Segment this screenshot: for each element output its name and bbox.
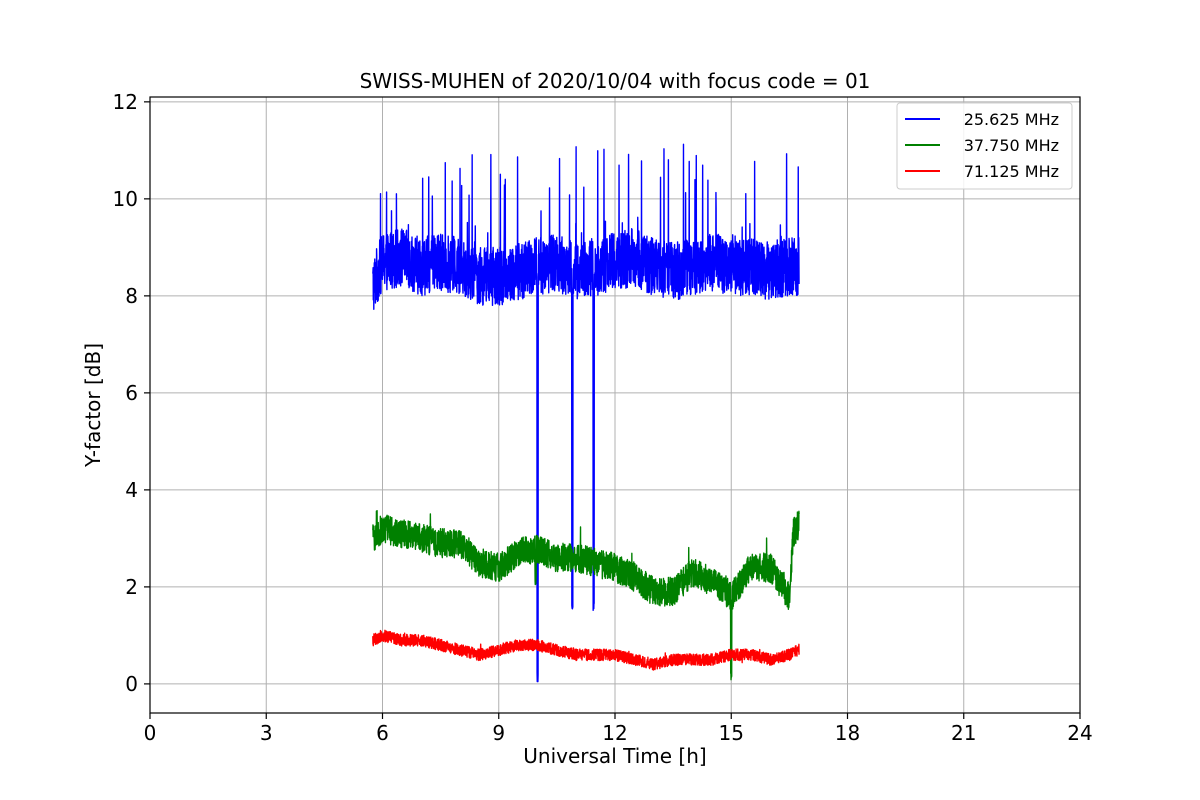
y-tick-label: 10 xyxy=(113,187,138,211)
legend-label-2: 37.750 MHz xyxy=(964,136,1059,155)
series-line-1 xyxy=(372,143,800,683)
y-tick-label: 8 xyxy=(125,284,138,308)
chart-title: SWISS-MUHEN of 2020/10/04 with focus cod… xyxy=(360,69,871,93)
x-tick-label: 24 xyxy=(1067,721,1092,745)
x-tick-label: 9 xyxy=(492,721,505,745)
legend-items: 25.625 MHz 37.750 MHz 71.125 MHz xyxy=(905,110,1059,181)
legend-label-3: 71.125 MHz xyxy=(964,162,1059,181)
legend-box xyxy=(896,102,1073,190)
x-tick-label: 21 xyxy=(951,721,976,745)
x-tick-label: 6 xyxy=(376,721,389,745)
x-axis-label: Universal Time [h] xyxy=(523,744,706,768)
y-tick-label: 0 xyxy=(125,672,138,696)
y-tick-label: 12 xyxy=(113,90,138,114)
x-tick-label: 12 xyxy=(602,721,627,745)
legend: 25.625 MHz 37.750 MHz 71.125 MHz xyxy=(896,102,1073,190)
y-tick-label: 2 xyxy=(125,575,138,599)
x-tick-label: 18 xyxy=(835,721,860,745)
y-tick-label: 4 xyxy=(125,478,138,502)
x-axis-ticks: 0 3 6 9 12 15 18 21 24 xyxy=(144,713,1093,745)
y-axis-label: Y-factor [dB] xyxy=(81,343,105,468)
legend-label-1: 25.625 MHz xyxy=(964,110,1059,129)
series-line-2 xyxy=(372,510,800,681)
x-tick-label: 3 xyxy=(260,721,273,745)
y-tick-label: 6 xyxy=(125,381,138,405)
x-tick-label: 15 xyxy=(719,721,744,745)
x-tick-label: 0 xyxy=(144,721,157,745)
y-axis-ticks: 0 2 4 6 8 10 12 xyxy=(113,90,150,696)
series-layer xyxy=(372,143,800,683)
series-line-3 xyxy=(372,629,800,671)
